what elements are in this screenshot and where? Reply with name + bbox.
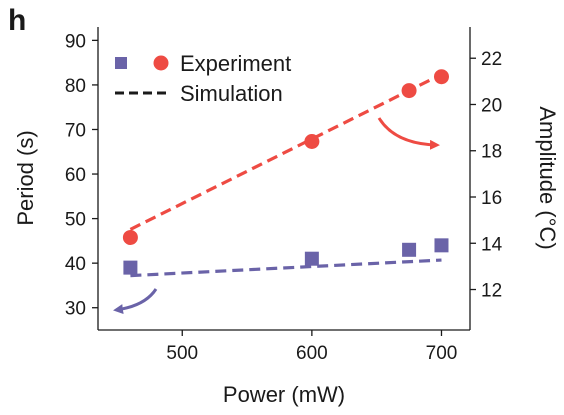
amplitude-data-point	[122, 229, 138, 245]
x-tick-label: 600	[296, 343, 328, 364]
legend-square-marker	[115, 57, 127, 69]
panel-label: h	[8, 4, 26, 37]
right-axis-arrow-annotation	[377, 117, 440, 150]
period-data-point	[304, 251, 319, 266]
left-axis-title: Period (s)	[13, 130, 38, 225]
x-tick-label: 700	[426, 343, 458, 364]
x-axis-ticks: 500 600 700	[166, 330, 457, 364]
left-tick-label: 80	[65, 76, 86, 97]
right-tick-label: 18	[481, 142, 502, 163]
x-tick-label: 500	[166, 343, 198, 364]
period-data-point	[123, 260, 138, 275]
right-tick-label: 20	[481, 95, 502, 116]
left-axis-arrow-annotation	[113, 288, 158, 314]
legend-simulation-label: Simulation	[180, 81, 283, 106]
legend: Experiment Simulation	[115, 51, 291, 106]
period-data-point	[434, 238, 449, 253]
amplitude-data-point	[401, 83, 417, 99]
right-axis-title: Amplitude (°C)	[535, 106, 560, 249]
legend-circle-marker	[153, 55, 169, 71]
right-tick-label: 14	[481, 234, 503, 255]
amplitude-simulation-line	[129, 72, 443, 231]
right-axis-ticks: 12 14 16 18 20 22	[470, 49, 503, 302]
period-simulation-line	[130, 258, 442, 278]
right-tick-label: 16	[481, 188, 502, 209]
plot-area: 30 40 50 60 70 80 90 12 14 16 18 20 22 500 600 700	[65, 27, 503, 364]
right-tick-label: 12	[481, 281, 502, 302]
series-layer	[122, 69, 449, 278]
left-tick-label: 60	[65, 165, 86, 186]
left-tick-label: 90	[65, 31, 86, 52]
left-tick-label: 70	[65, 120, 86, 141]
left-tick-label: 50	[65, 210, 86, 231]
amplitude-data-point	[433, 69, 449, 85]
amplitude-data-point	[304, 133, 320, 149]
left-tick-label: 30	[65, 299, 86, 320]
x-axis-title: Power (mW)	[223, 382, 345, 407]
legend-experiment-label: Experiment	[180, 51, 291, 76]
period-data-point	[402, 242, 417, 257]
left-tick-label: 40	[65, 254, 86, 275]
left-axis-ticks: 30 40 50 60 70 80 90	[65, 31, 98, 320]
right-tick-label: 22	[481, 49, 502, 70]
